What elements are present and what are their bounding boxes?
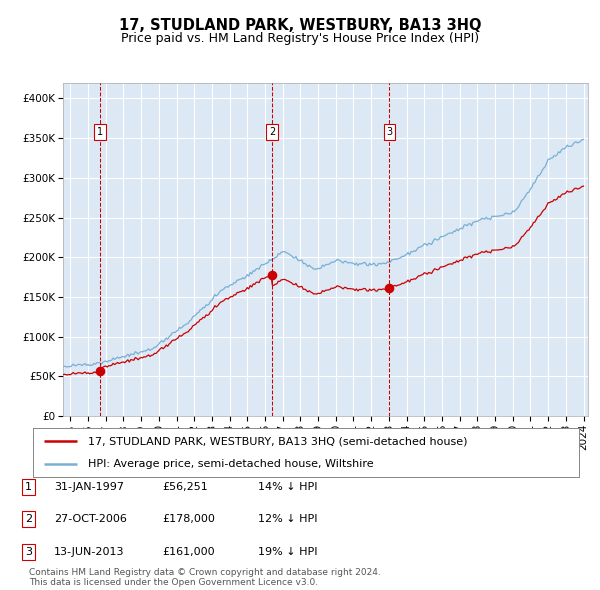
Text: 17, STUDLAND PARK, WESTBURY, BA13 3HQ (semi-detached house): 17, STUDLAND PARK, WESTBURY, BA13 3HQ (s… xyxy=(88,437,467,447)
Text: 2: 2 xyxy=(25,514,32,524)
Text: £161,000: £161,000 xyxy=(162,547,215,556)
Text: 3: 3 xyxy=(386,127,392,137)
Text: 1: 1 xyxy=(97,127,103,137)
Text: 12% ↓ HPI: 12% ↓ HPI xyxy=(258,514,317,524)
Text: 27-OCT-2006: 27-OCT-2006 xyxy=(54,514,127,524)
Text: Contains HM Land Registry data © Crown copyright and database right 2024.
This d: Contains HM Land Registry data © Crown c… xyxy=(29,568,380,587)
Text: HPI: Average price, semi-detached house, Wiltshire: HPI: Average price, semi-detached house,… xyxy=(88,458,373,468)
Text: 31-JAN-1997: 31-JAN-1997 xyxy=(54,482,124,491)
Point xyxy=(385,283,394,293)
Text: £56,251: £56,251 xyxy=(162,482,208,491)
Text: Price paid vs. HM Land Registry's House Price Index (HPI): Price paid vs. HM Land Registry's House … xyxy=(121,32,479,45)
Text: 2: 2 xyxy=(269,127,275,137)
Text: 13-JUN-2013: 13-JUN-2013 xyxy=(54,547,125,556)
Text: £178,000: £178,000 xyxy=(162,514,215,524)
Point xyxy=(268,270,277,280)
Point xyxy=(95,366,104,376)
Text: 3: 3 xyxy=(25,547,32,556)
Text: 1: 1 xyxy=(25,482,32,491)
Text: 17, STUDLAND PARK, WESTBURY, BA13 3HQ: 17, STUDLAND PARK, WESTBURY, BA13 3HQ xyxy=(119,18,481,32)
Text: 19% ↓ HPI: 19% ↓ HPI xyxy=(258,547,317,556)
Text: 14% ↓ HPI: 14% ↓ HPI xyxy=(258,482,317,491)
